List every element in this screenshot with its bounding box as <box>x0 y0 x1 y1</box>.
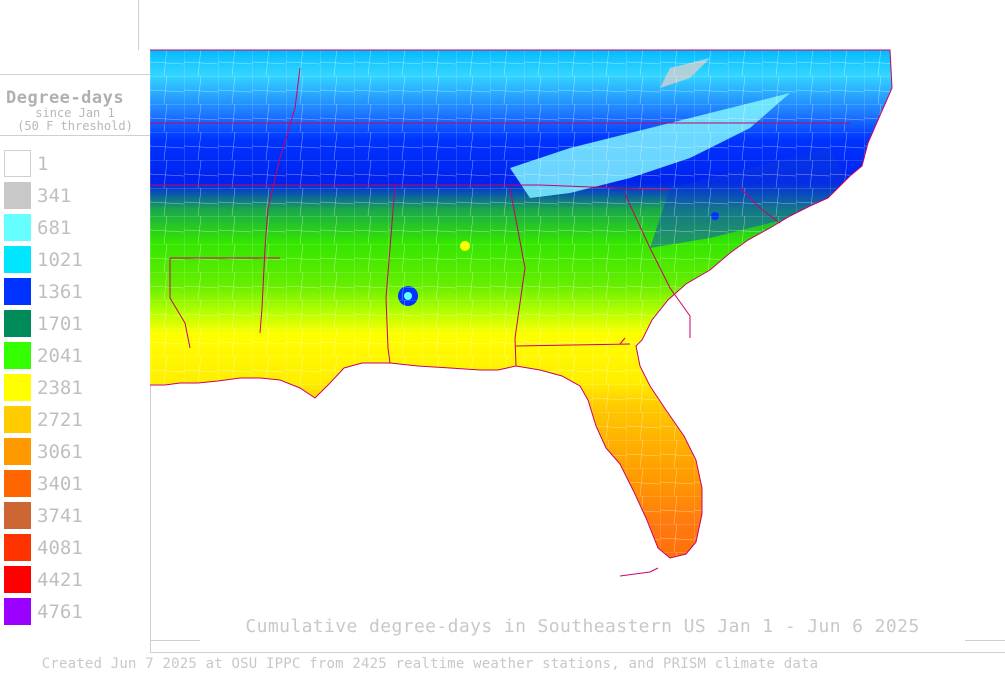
legend-swatch <box>4 374 31 401</box>
legend-label: 4421 <box>37 569 83 591</box>
legend-item: 3061 <box>4 438 144 466</box>
legend-item: 1021 <box>4 246 144 274</box>
legend-item: 1361 <box>4 278 144 306</box>
legend-label: 681 <box>37 217 72 239</box>
map-land <box>150 50 892 558</box>
legend-item: 4421 <box>4 566 144 594</box>
legend-item: 2041 <box>4 342 144 370</box>
frame-line <box>150 652 1005 653</box>
legend-label: 2381 <box>37 377 83 399</box>
legend-swatch <box>4 470 31 497</box>
state-borders <box>150 67 850 367</box>
legend-label: 1 <box>37 153 49 175</box>
legend-swatch <box>4 182 31 209</box>
map-caption: Cumulative degree-days in Southeastern U… <box>245 616 920 637</box>
degree-day-map <box>150 49 893 577</box>
legend-swatch <box>4 502 31 529</box>
legend-swatch <box>4 534 31 561</box>
legend-item: 3401 <box>4 470 144 498</box>
legend-swatch <box>4 310 31 337</box>
legend-subtitle: since Jan 1 <box>35 106 115 120</box>
legend-swatch <box>4 566 31 593</box>
legend-label: 3401 <box>37 473 83 495</box>
legend-label: 2041 <box>37 345 83 367</box>
legend-subtitle: (50 F threshold) <box>17 119 133 133</box>
coastline <box>150 49 893 559</box>
legend-label: 4081 <box>37 537 83 559</box>
credit-line: Created Jun 7 2025 at OSU IPPC from 2425… <box>41 656 819 672</box>
legend-item: 3741 <box>4 502 144 530</box>
legend-swatch <box>4 438 31 465</box>
legend-label: 2721 <box>37 409 83 431</box>
legend-item: 4081 <box>4 534 144 562</box>
legend-swatch <box>4 246 31 273</box>
legend-label: 1361 <box>37 281 83 303</box>
legend-label: 1701 <box>37 313 83 335</box>
legend-label: 1021 <box>37 249 83 271</box>
legend-label: 341 <box>37 185 72 207</box>
legend-item: 681 <box>4 214 144 242</box>
legend-item: 2381 <box>4 374 144 402</box>
legend-swatch <box>4 150 31 177</box>
legend-label: 3061 <box>37 441 83 463</box>
legend-label: 4761 <box>37 601 83 623</box>
legend-item: 1 <box>4 150 144 178</box>
frame-line <box>138 0 139 50</box>
frame-line <box>965 640 1005 641</box>
legend-swatch <box>4 278 31 305</box>
legend-item: 1701 <box>4 310 144 338</box>
frame-line <box>150 640 200 641</box>
legend-item: 341 <box>4 182 144 210</box>
frame-line <box>0 74 150 75</box>
legend-swatch <box>4 406 31 433</box>
legend-swatch <box>4 598 31 625</box>
legend-swatch <box>4 342 31 369</box>
legend-divider <box>0 135 150 136</box>
legend-swatch <box>4 214 31 241</box>
legend-item: 2721 <box>4 406 144 434</box>
florida-keys <box>619 567 659 577</box>
legend-label: 3741 <box>37 505 83 527</box>
legend-title: Degree-days <box>6 88 125 108</box>
legend-item: 4761 <box>4 598 144 626</box>
